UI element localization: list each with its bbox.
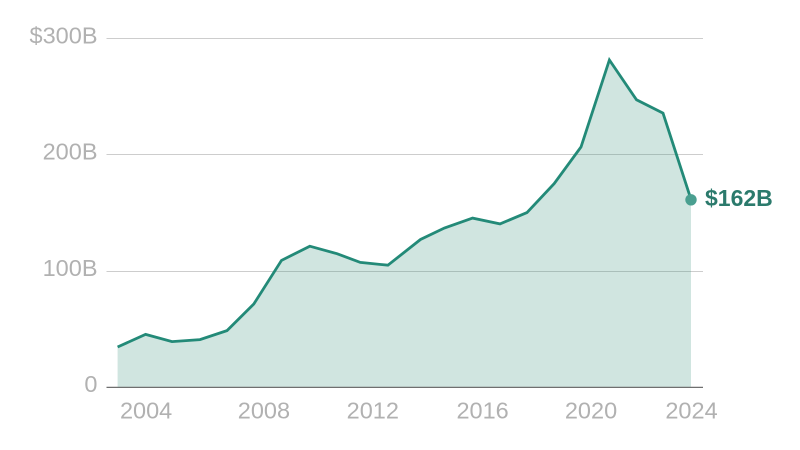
svg-text:2008: 2008 (238, 397, 290, 423)
svg-text:0: 0 (84, 371, 97, 397)
svg-text:2004: 2004 (120, 397, 172, 423)
svg-text:$162B: $162B (705, 185, 773, 211)
svg-text:200B: 200B (43, 138, 98, 164)
svg-text:2024: 2024 (665, 397, 717, 423)
svg-text:$300B: $300B (30, 22, 98, 48)
svg-text:2016: 2016 (456, 397, 508, 423)
svg-text:100B: 100B (43, 255, 98, 281)
svg-text:2020: 2020 (565, 397, 617, 423)
svg-text:2012: 2012 (347, 397, 399, 423)
